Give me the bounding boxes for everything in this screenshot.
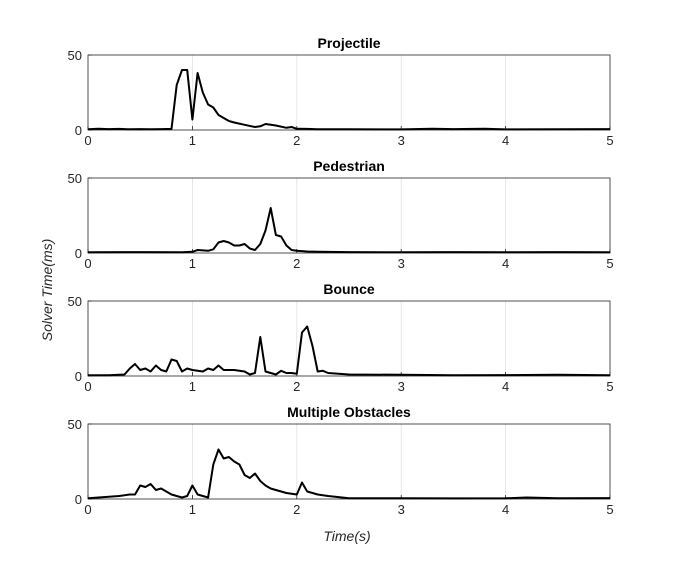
x-tick-label: 4 — [502, 133, 509, 148]
x-tick-label: 3 — [398, 502, 405, 517]
y-tick-label: 0 — [75, 492, 82, 507]
subplot-title: Pedestrian — [313, 158, 385, 174]
x-tick-label: 2 — [293, 256, 300, 271]
x-tick-label: 5 — [606, 133, 613, 148]
series-line — [87, 207, 611, 254]
y-tick-label: 50 — [68, 417, 82, 432]
series-line — [87, 448, 611, 500]
x-tick-label: 5 — [606, 256, 613, 271]
plot-frame — [87, 423, 611, 500]
x-tick-label: 4 — [502, 379, 509, 394]
x-tick-label: 1 — [189, 379, 196, 394]
x-tick-label: 2 — [293, 379, 300, 394]
x-tick-label: 0 — [84, 133, 91, 148]
y-tick-label: 50 — [68, 171, 82, 186]
x-tick-label: 0 — [84, 256, 91, 271]
x-tick-label: 0 — [84, 379, 91, 394]
x-tick-label: 2 — [293, 502, 300, 517]
x-tick-label: 1 — [189, 256, 196, 271]
y-tick-label: 0 — [75, 246, 82, 261]
x-tick-label: 3 — [398, 133, 405, 148]
x-tick-label: 3 — [398, 256, 405, 271]
x-tick-label: 1 — [189, 502, 196, 517]
x-tick-label: 3 — [398, 379, 405, 394]
plot-frame — [87, 177, 611, 254]
series-line — [87, 69, 611, 131]
plot-frame — [87, 300, 611, 377]
x-tick-label: 5 — [606, 379, 613, 394]
y-tick-label: 50 — [68, 294, 82, 309]
y-axis-label: Solver Time(ms) — [39, 239, 55, 342]
x-axis-label: Time(s) — [323, 528, 370, 544]
y-tick-label: 0 — [75, 369, 82, 384]
subplot-title: Multiple Obstacles — [287, 404, 411, 420]
x-tick-label: 2 — [293, 133, 300, 148]
series-line — [88, 325, 611, 377]
x-tick-label: 0 — [84, 502, 91, 517]
subplot-title: Bounce — [323, 281, 375, 297]
plot-frame — [87, 54, 611, 131]
subplot-title: Projectile — [317, 35, 380, 51]
x-tick-label: 1 — [189, 133, 196, 148]
x-tick-label: 4 — [502, 502, 509, 517]
x-tick-label: 4 — [502, 256, 509, 271]
y-tick-label: 50 — [68, 48, 82, 63]
x-tick-label: 5 — [606, 502, 613, 517]
y-tick-label: 0 — [75, 123, 82, 138]
